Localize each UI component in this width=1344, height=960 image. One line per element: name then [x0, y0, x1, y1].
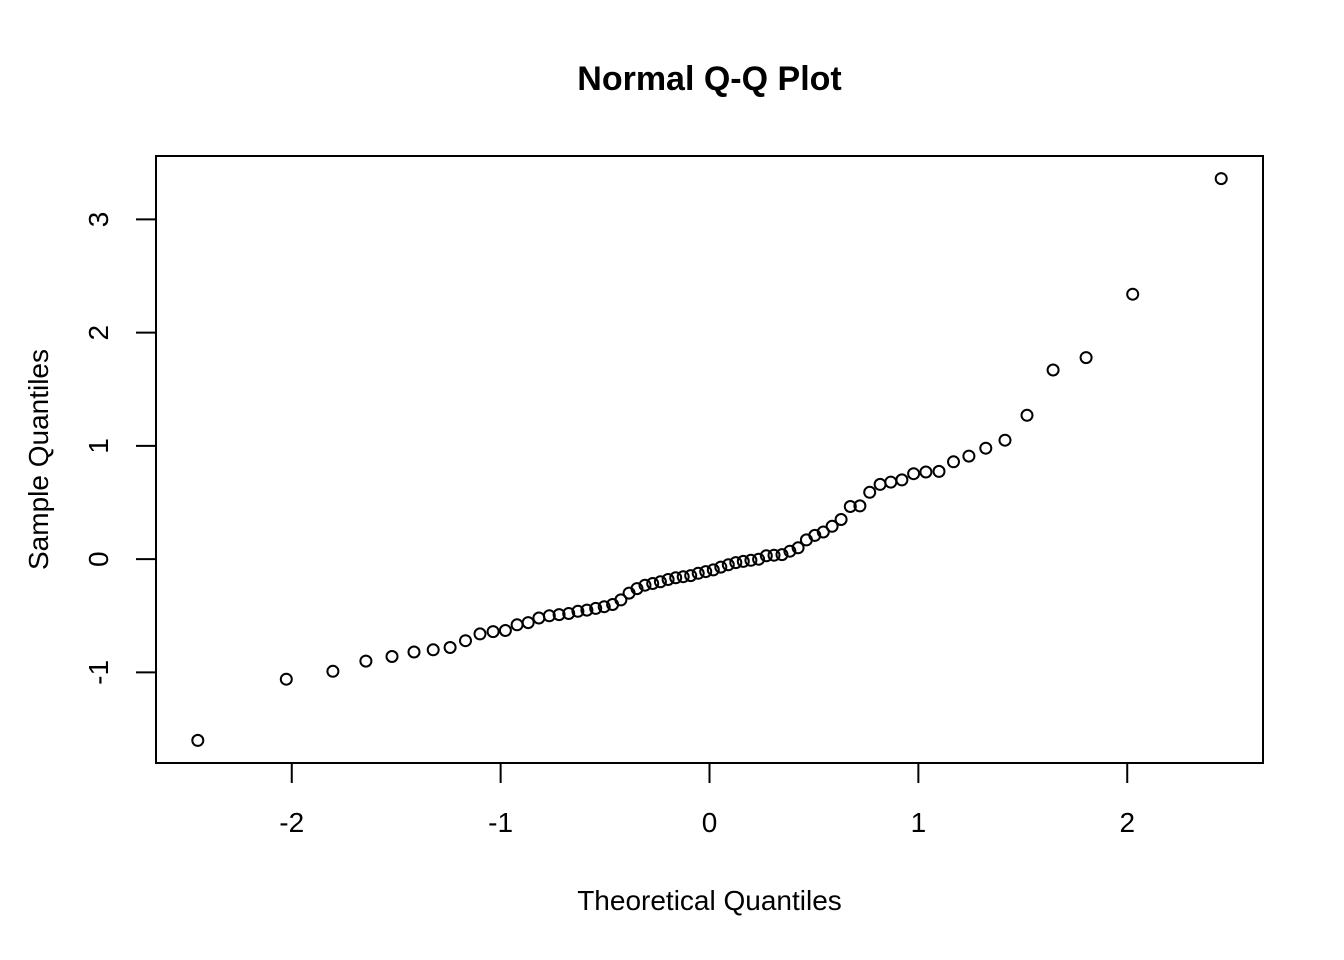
data-point [646, 577, 660, 590]
data-point [684, 569, 698, 583]
data-point [783, 544, 797, 558]
x-tick-label: 1 [911, 807, 927, 838]
data-point [767, 548, 781, 562]
data-point [597, 600, 611, 614]
y-tick-label: 3 [83, 212, 114, 228]
data-point [907, 467, 921, 481]
data-point [510, 618, 524, 632]
data-point [998, 433, 1012, 447]
data-point [706, 563, 720, 577]
data-point [1126, 287, 1140, 301]
data-point [614, 593, 628, 607]
data-point [521, 616, 535, 630]
data-point [1079, 351, 1093, 365]
data-point [919, 465, 933, 479]
x-tick-label: 0 [702, 807, 718, 838]
data-point [863, 485, 877, 499]
chart-title: Normal Q-Q Plot [577, 60, 841, 98]
y-tick-label: 1 [83, 438, 114, 454]
y-tick-label: -1 [83, 660, 114, 685]
data-point [486, 625, 500, 639]
data-point [791, 541, 805, 555]
data-point [473, 627, 487, 641]
data-point [326, 664, 340, 678]
data-point [853, 499, 867, 513]
data-point [816, 525, 830, 539]
data-point [359, 654, 373, 668]
data-point [279, 672, 293, 686]
data-point [691, 566, 705, 580]
data-point [407, 645, 421, 659]
data-point [459, 634, 472, 648]
data-point [580, 603, 594, 617]
data-point [571, 604, 585, 618]
data-point [962, 449, 976, 463]
data-point [1020, 408, 1034, 422]
data-point [191, 733, 205, 747]
data-point [638, 578, 652, 592]
data-point [721, 558, 735, 572]
data-point [752, 552, 766, 566]
data-point [1214, 172, 1228, 186]
data-point [932, 464, 946, 478]
x-axis-label: Theoretical Quantiles [577, 885, 842, 916]
data-point [895, 473, 909, 487]
data-point [834, 513, 848, 526]
data-point [884, 475, 898, 489]
data-point [714, 560, 728, 574]
data-point [443, 641, 457, 654]
x-tick-label: -1 [488, 807, 513, 838]
data-point [552, 608, 566, 622]
x-tick-label: 2 [1119, 807, 1135, 838]
data-point [825, 519, 839, 533]
data-point [775, 548, 789, 562]
data-point [979, 441, 993, 455]
data-point [947, 455, 960, 469]
plot-box [155, 155, 1264, 764]
data-point [498, 624, 512, 637]
data-point [1046, 363, 1060, 377]
x-tick-label: -2 [279, 807, 304, 838]
data-point [630, 582, 644, 596]
y-tick-label: 2 [83, 325, 114, 341]
data-point [385, 650, 399, 663]
data-point [843, 500, 857, 513]
y-axis-label: Sample Quantiles [23, 349, 54, 570]
data-point [736, 554, 750, 568]
data-point [699, 565, 713, 579]
data-point [562, 607, 576, 620]
data-point [676, 570, 690, 584]
data-point [744, 553, 758, 567]
data-point [661, 573, 675, 586]
data-point [589, 601, 603, 615]
data-point [532, 611, 546, 625]
data-point [426, 643, 440, 657]
data-point [873, 477, 887, 491]
plot-layer: -2 -1 0 1 2 -1 0 1 2 3 [83, 155, 1264, 838]
y-tick-label: 0 [83, 551, 114, 567]
data-point [653, 575, 667, 589]
data-point [542, 609, 556, 623]
data-point [729, 556, 743, 570]
data-point [669, 571, 683, 585]
data-point [759, 549, 773, 563]
